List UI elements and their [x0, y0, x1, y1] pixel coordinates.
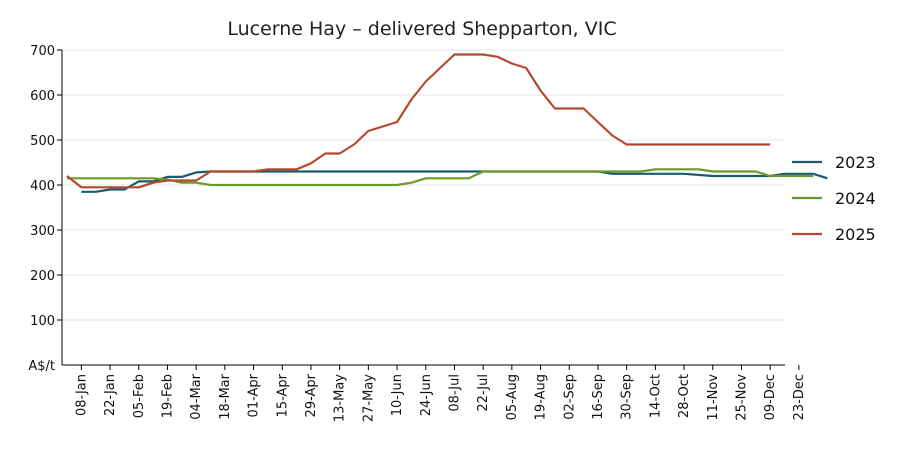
x-tick-label: 24-Jun — [419, 374, 434, 416]
x-tick-label: 02-Sep — [562, 374, 577, 420]
chart-title: Lucerne Hay – delivered Shepparton, VIC — [227, 18, 616, 40]
x-tick-label: 28-Oct — [677, 374, 692, 418]
axes — [61, 50, 785, 366]
series-line-2023 — [81, 170, 828, 193]
x-tick-label: 19-Aug — [534, 374, 549, 420]
y-tick-label: 300 — [30, 224, 55, 239]
series-line-2025 — [66, 53, 771, 189]
x-tick-label: 13-May — [333, 374, 348, 422]
y-unit-label: A$/t — [28, 359, 55, 374]
y-tick-label: 100 — [30, 314, 55, 329]
x-tick-label: 10-Jun — [390, 374, 405, 416]
x-tick-label: 27-May — [361, 374, 376, 422]
y-tick-labels: 700 600 500 400 300 200 100 — [30, 44, 62, 329]
legend-label-2025: 2025 — [835, 225, 876, 244]
x-tick-label: 01-Apr — [247, 373, 262, 417]
y-tick-label: 400 — [30, 179, 55, 194]
x-tick-label: 19-Feb — [160, 374, 175, 418]
legend-label-2023: 2023 — [835, 153, 876, 172]
x-tick-label: 09-Dec — [763, 374, 778, 420]
x-tick-label: 14-Oct — [648, 374, 663, 418]
series-lines — [66, 53, 828, 193]
x-tick-label: 15-Apr — [275, 373, 290, 417]
y-tick-label: 700 — [30, 44, 55, 59]
x-tick-label: 22-Jan — [103, 374, 118, 416]
x-tick-label: 22-Jul — [476, 374, 491, 412]
x-tick-label: 25-Nov — [734, 374, 749, 421]
x-tick-label: 11-Nov — [706, 374, 721, 421]
x-tick-label: 08-Jul — [447, 374, 462, 412]
x-tick-label: 05-Aug — [505, 374, 520, 420]
legend: 2023 2024 2025 — [792, 153, 876, 244]
x-tick-label: 08-Jan — [74, 374, 89, 416]
y-tick-label: 600 — [30, 89, 55, 104]
x-tick-label: 18-Mar — [218, 373, 233, 419]
x-tick-labels: 08-Jan 22-Jan 05-Feb 19-Feb 04-Mar 18-Mar 01-A… — [74, 365, 807, 422]
x-tick-label: 30-Sep — [620, 374, 635, 420]
y-tick-label: 500 — [30, 134, 55, 149]
x-tick-label: 23-Dec — [792, 374, 807, 420]
y-tick-label: 200 — [30, 269, 55, 284]
x-tick-label: 29-Apr — [304, 373, 319, 417]
x-tick-label: 05-Feb — [132, 374, 147, 418]
x-tick-label: 16-Sep — [591, 374, 606, 420]
x-tick-label: 04-Mar — [189, 373, 204, 419]
grid-lines — [62, 49, 785, 321]
legend-label-2024: 2024 — [835, 189, 876, 208]
